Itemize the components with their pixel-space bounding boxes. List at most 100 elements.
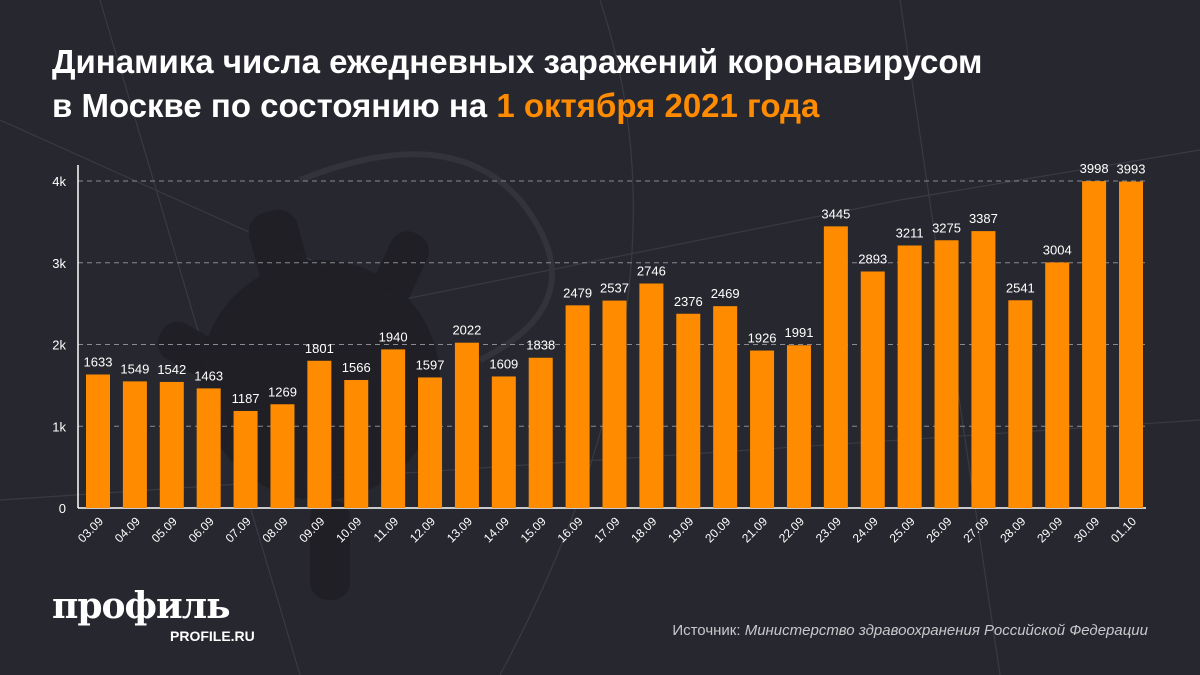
bar: [196, 388, 221, 508]
data-label: 3445: [821, 206, 850, 221]
bar: [86, 374, 110, 508]
y-tick-label: 1k: [52, 419, 66, 434]
bar: [750, 350, 775, 508]
data-label: 1940: [379, 329, 408, 344]
x-tick-label: 06.09: [186, 514, 217, 545]
source-label: Источник:: [672, 622, 745, 639]
x-tick-label: 14.09: [481, 514, 512, 545]
y-tick-label: 4k: [52, 174, 66, 189]
bar: [307, 360, 332, 508]
data-label: 3275: [932, 220, 961, 235]
x-tick-label: 16.09: [555, 514, 586, 545]
source-text: Министерство здравоохранения Российской …: [744, 622, 1148, 639]
data-label: 1991: [785, 325, 814, 340]
data-label: 3211: [896, 226, 924, 241]
x-tick-label: 03.09: [75, 514, 106, 545]
data-label: 2893: [858, 251, 887, 266]
data-label: 2022: [452, 323, 481, 338]
chart-title: Динамика числа ежедневных заражений коро…: [52, 40, 982, 128]
y-tick-label: 0: [59, 501, 66, 516]
bar: [528, 357, 553, 508]
logo-main: профиль: [52, 585, 231, 627]
data-label: 1633: [84, 355, 113, 370]
bar: [491, 376, 516, 508]
x-tick-label: 10.09: [333, 514, 364, 545]
data-label: 2541: [1006, 280, 1035, 295]
bar: [454, 342, 479, 508]
x-tick-label: 20.09: [702, 514, 733, 545]
bar: [565, 305, 590, 508]
x-tick-label: 21.09: [739, 514, 770, 545]
x-tick-label: 26.09: [924, 514, 955, 545]
data-label: 1609: [489, 356, 518, 371]
data-label: 3993: [1117, 162, 1146, 177]
title-date-highlight: 1 октября 2021 года: [496, 87, 820, 124]
data-label: 1597: [416, 357, 445, 372]
data-label: 3004: [1043, 242, 1072, 257]
data-label: 1838: [526, 338, 555, 353]
bar: [233, 410, 258, 508]
bar: [860, 271, 885, 508]
data-label: 2376: [674, 294, 703, 309]
x-tick-label: 01.10: [1108, 514, 1139, 545]
bar: [676, 313, 701, 508]
x-tick-label: 29.09: [1034, 514, 1065, 545]
bar: [639, 283, 664, 508]
bar: [1082, 181, 1107, 508]
x-tick-label: 15.09: [518, 514, 549, 545]
x-tick-label: 13.09: [444, 514, 475, 545]
bar: [971, 231, 996, 509]
x-tick-label: 19.09: [665, 514, 696, 545]
x-tick-label: 12.09: [407, 514, 438, 545]
data-label: 1549: [120, 361, 149, 376]
x-tick-label: 05.09: [149, 514, 180, 545]
bar: [602, 300, 627, 508]
x-tick-label: 08.09: [259, 514, 290, 545]
data-label: 1801: [305, 341, 334, 356]
x-tick-label: 28.09: [997, 514, 1028, 545]
x-tick-label: 18.09: [628, 514, 659, 545]
y-tick-label: 3k: [52, 256, 66, 271]
x-tick-label: 07.09: [223, 514, 254, 545]
title-prefix: в Москве по состоянию на: [52, 87, 497, 124]
data-label: 2479: [563, 285, 592, 300]
x-tick-label: 04.09: [112, 514, 143, 545]
x-tick-label: 25.09: [887, 514, 918, 545]
logo-sub: PROFILE.RU: [170, 628, 255, 644]
data-label: 3387: [969, 211, 998, 226]
x-tick-label: 22.09: [776, 514, 807, 545]
profile-logo: профиль PROFILE.RU: [52, 588, 272, 648]
data-label: 2537: [600, 281, 629, 296]
bar: [1045, 262, 1070, 508]
data-label: 1187: [232, 391, 260, 406]
x-tick-label: 09.09: [296, 514, 327, 545]
bar: [713, 306, 738, 508]
bar: [897, 245, 922, 509]
x-tick-label: 30.09: [1071, 514, 1102, 545]
x-tick-label: 23.09: [813, 514, 844, 545]
data-label: 2746: [637, 264, 666, 279]
title-line-1: Динамика числа ежедневных заражений коро…: [52, 43, 983, 80]
data-label: 1542: [157, 362, 186, 377]
bar: [1008, 300, 1033, 508]
bar: [823, 226, 848, 508]
data-label: 1926: [748, 331, 777, 346]
bar: [270, 404, 295, 508]
bar: [381, 349, 406, 508]
x-tick-label: 17.09: [591, 514, 622, 545]
x-tick-label: 11.09: [371, 514, 402, 545]
bar: [786, 345, 811, 508]
x-tick-label: 27.09: [960, 514, 991, 545]
bar: [344, 379, 369, 508]
x-tick-label: 24.09: [850, 514, 881, 545]
bar: [1119, 181, 1143, 508]
bar: [418, 377, 443, 508]
data-label: 2469: [711, 286, 740, 301]
source-note: Источник: Министерство здравоохранения Р…: [672, 622, 1148, 639]
bar: [122, 381, 147, 508]
y-tick-label: 2k: [52, 338, 66, 353]
title-line-2: в Москве по состоянию на 1 октября 2021 …: [52, 84, 982, 128]
data-label: 3998: [1080, 161, 1109, 176]
data-label: 1269: [268, 384, 297, 399]
